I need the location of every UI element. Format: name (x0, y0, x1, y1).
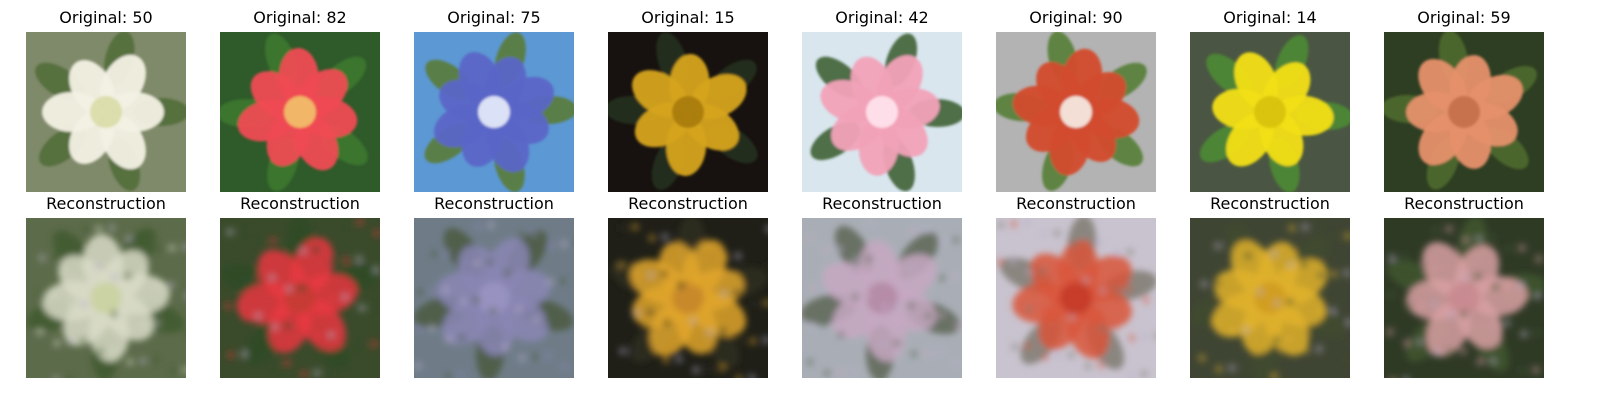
reconstruction-cell: Reconstruction (608, 194, 768, 378)
reconstructed-flower-image (608, 218, 768, 378)
flower-image (26, 32, 186, 192)
original-flower-image (1384, 32, 1544, 192)
reconstruction-cell: Reconstruction (414, 194, 574, 378)
reconstructed-flower-image (414, 218, 574, 378)
flower-image (414, 32, 574, 192)
reconstructed-flower-image (220, 218, 380, 378)
reconstruction-title: Reconstruction (1210, 194, 1330, 213)
flower-image (802, 32, 962, 192)
reconstruction-cell: Reconstruction (996, 194, 1156, 378)
flower-image (220, 218, 380, 378)
original-flower-image (802, 32, 962, 192)
original-title: Original: 59 (1417, 8, 1511, 27)
original-title: Original: 42 (835, 8, 929, 27)
flower-image (414, 218, 574, 378)
reconstruction-title: Reconstruction (434, 194, 554, 213)
flower-image (220, 32, 380, 192)
original-flower-image (996, 32, 1156, 192)
flower-image (608, 32, 768, 192)
reconstruction-title: Reconstruction (1016, 194, 1136, 213)
reconstructed-flower-image (1384, 218, 1544, 378)
flower-image (1384, 32, 1544, 192)
reconstructed-flower-image (802, 218, 962, 378)
original-cell: Original: 90 (996, 8, 1156, 192)
flower-image (802, 218, 962, 378)
original-title: Original: 50 (59, 8, 153, 27)
original-flower-image (608, 32, 768, 192)
original-cell: Original: 82 (220, 8, 380, 192)
flower-image (26, 218, 186, 378)
original-flower-image (414, 32, 574, 192)
original-cell: Original: 50 (26, 8, 186, 192)
original-cell: Original: 42 (802, 8, 962, 192)
reconstructed-flower-image (1190, 218, 1350, 378)
original-cell: Original: 59 (1384, 8, 1544, 192)
reconstruction-title: Reconstruction (628, 194, 748, 213)
reconstruction-title: Reconstruction (822, 194, 942, 213)
reconstruction-cell: Reconstruction (26, 194, 186, 378)
reconstruction-title: Reconstruction (240, 194, 360, 213)
flower-image (1190, 218, 1350, 378)
original-title: Original: 14 (1223, 8, 1317, 27)
reconstruction-cell: Reconstruction (1190, 194, 1350, 378)
reconstruction-cell: Reconstruction (1384, 194, 1544, 378)
original-cell: Original: 15 (608, 8, 768, 192)
reconstructed-flower-image (996, 218, 1156, 378)
original-title: Original: 75 (447, 8, 541, 27)
flower-image (996, 218, 1156, 378)
flower-image (1190, 32, 1350, 192)
reconstruction-title: Reconstruction (1404, 194, 1524, 213)
original-title: Original: 90 (1029, 8, 1123, 27)
original-title: Original: 15 (641, 8, 735, 27)
original-flower-image (1190, 32, 1350, 192)
reconstruction-cell: Reconstruction (220, 194, 380, 378)
original-flower-image (26, 32, 186, 192)
original-cell: Original: 75 (414, 8, 574, 192)
flower-image (996, 32, 1156, 192)
reconstruction-cell: Reconstruction (802, 194, 962, 378)
original-title: Original: 82 (253, 8, 347, 27)
flower-image (1384, 218, 1544, 378)
original-cell: Original: 14 (1190, 8, 1350, 192)
reconstruction-title: Reconstruction (46, 194, 166, 213)
image-grid: Original: 50 Original: 82 Original: 75 Orig… (26, 8, 1544, 378)
reconstructed-flower-image (26, 218, 186, 378)
flower-image (608, 218, 768, 378)
original-flower-image (220, 32, 380, 192)
